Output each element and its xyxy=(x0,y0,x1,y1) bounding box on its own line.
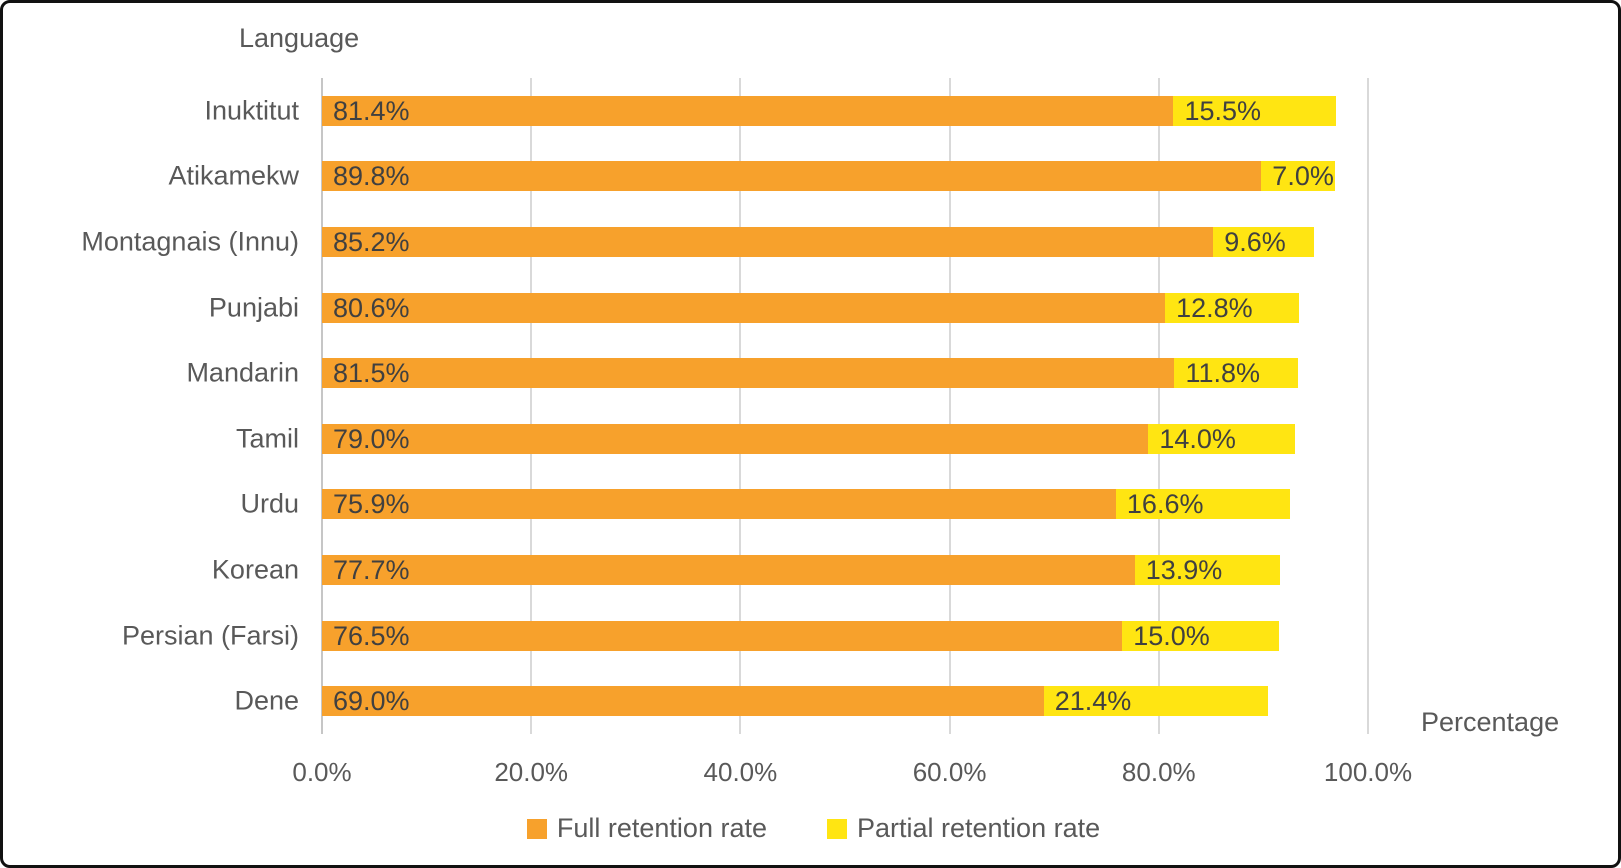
full-retention-segment: 85.2% xyxy=(322,227,1214,257)
bar-row: 69.0% 21.4% xyxy=(322,686,1368,717)
value-label: 81.4% xyxy=(333,95,410,126)
value-label: 11.8% xyxy=(1185,358,1261,389)
y-axis-title: Language xyxy=(239,23,360,53)
partial-retention-segment: 15.5% xyxy=(1173,95,1336,126)
partial-retention-segment: 21.4% xyxy=(1043,686,1268,717)
gridline xyxy=(530,78,533,734)
value-label: 77.7% xyxy=(333,555,410,585)
full-retention-segment: 76.5% xyxy=(322,620,1123,651)
legend-item: Partial retention rate xyxy=(826,813,1101,844)
full-retention-segment: 81.5% xyxy=(322,358,1175,389)
full-retention-segment: 89.8% xyxy=(322,161,1262,192)
value-label: 15.5% xyxy=(1184,95,1261,126)
partial-retention-segment: 13.9% xyxy=(1134,555,1281,585)
partial-retention-segment: 7.0% xyxy=(1261,161,1335,192)
bar-row: 89.8% 7.0% xyxy=(322,161,1368,192)
category-label: Korean xyxy=(211,554,299,585)
x-tick-label: 0.0% xyxy=(292,757,352,787)
value-label: 16.6% xyxy=(1126,489,1204,520)
partial-retention-segment: 14.0% xyxy=(1148,423,1295,454)
bar-row: 79.0% 14.0% xyxy=(322,423,1368,454)
value-label: 79.0% xyxy=(333,423,410,454)
value-label: 81.5% xyxy=(333,358,410,389)
x-axis-title: Percentage xyxy=(1421,707,1560,737)
partial-retention-segment: 16.6% xyxy=(1115,489,1290,520)
bar-row: 81.4% 15.5% xyxy=(322,95,1368,126)
x-tick-label: 60.0% xyxy=(912,757,987,787)
value-label: 21.4% xyxy=(1054,686,1132,717)
full-retention-segment: 77.7% xyxy=(322,555,1135,585)
bar-row: 80.6% 12.8% xyxy=(322,292,1368,323)
legend-label: Partial retention rate xyxy=(856,813,1101,843)
value-label: 13.9% xyxy=(1145,555,1223,585)
value-label: 76.5% xyxy=(333,620,410,651)
value-label: 85.2% xyxy=(333,227,410,257)
category-label: Atikamekw xyxy=(168,160,299,191)
category-axis-labels: Inuktitut Atikamekw Montagnais (Innu) Punja… xyxy=(3,78,299,734)
value-label: 75.9% xyxy=(333,489,410,520)
bar-row: 85.2% 9.6% xyxy=(322,227,1368,257)
bar-row: 75.9% 16.6% xyxy=(322,489,1368,520)
bar-row: 77.7% 13.9% xyxy=(322,555,1368,585)
full-retention-segment: 79.0% xyxy=(322,423,1149,454)
x-tick-label: 20.0% xyxy=(494,757,569,787)
bar-row: 81.5% 11.8% xyxy=(322,358,1368,389)
x-axis-tick-labels: 0.0% 20.0% 40.0% 60.0% 80.0% 100.0% xyxy=(292,757,1412,789)
plot-area: 81.4% 15.5% 89.8% 7.0% 85.2% 9.6% 80.6% 12.8% 81… xyxy=(321,78,1369,734)
category-label: Mandarin xyxy=(186,357,299,388)
category-label: Dene xyxy=(234,685,299,716)
value-label: 89.8% xyxy=(333,161,410,192)
x-tick-label: 40.0% xyxy=(703,757,778,787)
category-label: Punjabi xyxy=(208,292,299,323)
gridline xyxy=(948,78,951,734)
value-label: 12.8% xyxy=(1176,292,1253,323)
value-label: 7.0% xyxy=(1272,161,1334,192)
category-label: Inuktitut xyxy=(204,95,299,126)
legend-swatch-icon xyxy=(526,818,547,839)
legend-swatch-icon xyxy=(826,818,847,839)
full-retention-segment: 81.4% xyxy=(322,95,1174,126)
legend-item: Full retention rate xyxy=(526,813,767,844)
category-label: Urdu xyxy=(240,488,299,519)
x-tick-label: 80.0% xyxy=(1121,757,1196,787)
partial-retention-segment: 12.8% xyxy=(1165,292,1299,323)
legend-label: Full retention rate xyxy=(556,813,767,843)
full-retention-segment: 75.9% xyxy=(322,489,1116,520)
value-label: 14.0% xyxy=(1159,423,1236,454)
x-tick-label: 100.0% xyxy=(1323,757,1413,787)
bar-row: 76.5% 15.0% xyxy=(322,620,1368,651)
gridline xyxy=(739,78,742,734)
full-retention-segment: 80.6% xyxy=(322,292,1166,323)
category-label: Persian (Farsi) xyxy=(121,620,299,651)
gridline xyxy=(1367,78,1369,734)
category-axis-line xyxy=(321,78,323,734)
partial-retention-segment: 11.8% xyxy=(1174,358,1298,389)
partial-retention-segment: 15.0% xyxy=(1122,620,1280,651)
value-label: 9.6% xyxy=(1224,227,1286,257)
value-label: 80.6% xyxy=(333,292,410,323)
value-label: 69.0% xyxy=(333,686,410,717)
gridline xyxy=(1157,78,1160,734)
category-label: Montagnais (Innu) xyxy=(81,226,299,257)
value-label: 15.0% xyxy=(1133,620,1210,651)
category-label: Tamil xyxy=(235,423,299,454)
partial-retention-segment: 9.6% xyxy=(1213,227,1314,257)
full-retention-segment: 69.0% xyxy=(322,686,1044,717)
legend: Full retention rate Partial retention rat… xyxy=(3,813,1621,844)
